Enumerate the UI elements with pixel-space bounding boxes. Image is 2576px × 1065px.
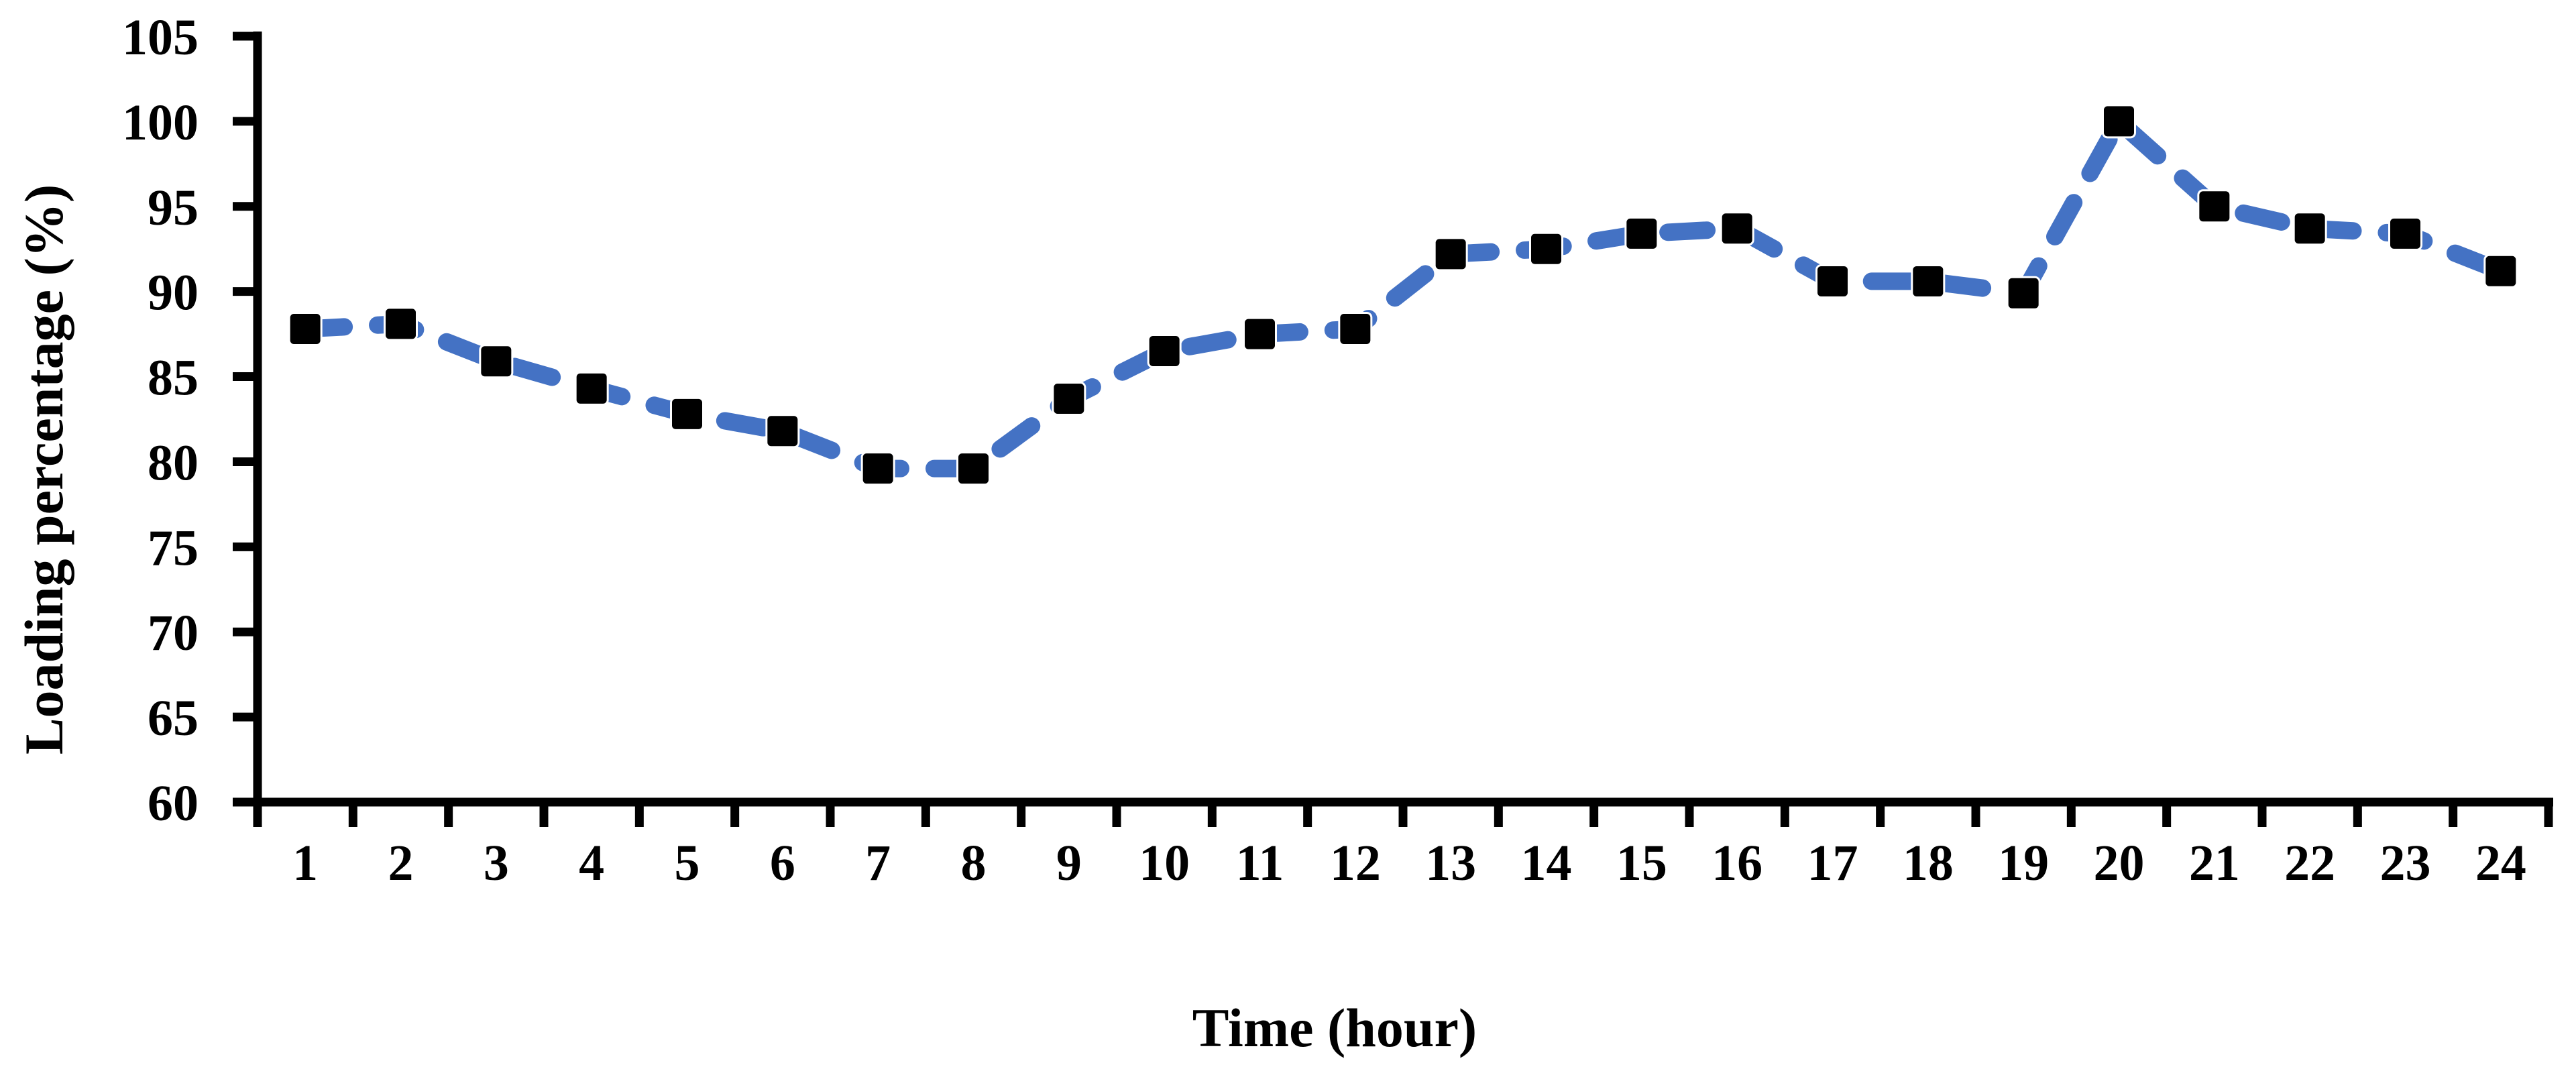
x-tick-label: 13 [1425, 835, 1476, 891]
y-tick-label: 105 [122, 9, 199, 66]
data-point-marker [1338, 311, 1373, 346]
x-tick-label: 11 [1236, 835, 1284, 891]
data-point-marker [765, 414, 800, 449]
data-point-marker [2102, 104, 2136, 139]
x-tick-label: 8 [961, 835, 987, 891]
y-tick-label: 70 [148, 605, 199, 661]
data-point-marker [1147, 333, 1182, 368]
x-tick-label: 10 [1139, 835, 1190, 891]
y-axis-title: Loading percentage (%) [13, 184, 74, 754]
data-point-marker [1815, 264, 1850, 298]
x-tick-label: 3 [484, 835, 509, 891]
x-tick-label: 17 [1807, 835, 1858, 891]
x-tick-label: 22 [2284, 835, 2335, 891]
data-point-marker [1624, 216, 1659, 251]
x-tick-label: 18 [1903, 835, 1954, 891]
x-tick-label: 9 [1056, 835, 1082, 891]
y-tick-label: 95 [148, 180, 199, 236]
x-tick-label: 5 [675, 835, 700, 891]
y-tick-label: 80 [148, 435, 199, 491]
data-point-marker [956, 451, 991, 486]
y-tick-label: 100 [122, 95, 199, 151]
x-tick-label: 23 [2380, 835, 2431, 891]
data-point-marker [2388, 216, 2422, 251]
data-point-marker [574, 371, 609, 406]
y-tick-label: 60 [148, 775, 199, 832]
data-point-marker [2483, 254, 2518, 288]
x-tick-label: 24 [2475, 835, 2526, 891]
data-point-marker [2292, 211, 2327, 246]
data-point-marker [670, 396, 704, 431]
x-tick-label: 7 [865, 835, 891, 891]
x-tick-label: 1 [292, 835, 318, 891]
x-tick-label: 15 [1616, 835, 1667, 891]
y-tick-label: 65 [148, 690, 199, 746]
x-tick-label: 16 [1712, 835, 1762, 891]
x-tick-label: 14 [1521, 835, 1572, 891]
data-point-marker [2006, 276, 2041, 311]
x-tick-label: 6 [770, 835, 795, 891]
y-tick-label: 90 [148, 265, 199, 321]
series-line [296, 112, 2510, 478]
x-tick-label: 21 [2189, 835, 2240, 891]
data-point-marker [384, 306, 418, 341]
data-point-marker [1433, 237, 1468, 272]
data-point-marker [1243, 317, 1277, 351]
data-point-marker [1529, 231, 1563, 266]
data-point-marker [1720, 211, 1754, 246]
data-point-marker [479, 344, 514, 379]
x-tick-label: 4 [579, 835, 604, 891]
x-axis-title: Time (hour) [1192, 997, 1477, 1058]
data-point-marker [860, 451, 895, 486]
data-point-marker [2197, 189, 2232, 224]
y-tick-label: 85 [148, 350, 199, 406]
y-tick-label: 75 [148, 520, 199, 576]
x-tick-label: 19 [1998, 835, 2049, 891]
data-point-marker [1911, 264, 1946, 298]
data-point-marker [1052, 382, 1086, 416]
x-tick-label: 2 [388, 835, 414, 891]
data-point-marker [288, 311, 323, 346]
x-tick-label: 20 [2094, 835, 2145, 891]
x-tick-label: 12 [1330, 835, 1381, 891]
